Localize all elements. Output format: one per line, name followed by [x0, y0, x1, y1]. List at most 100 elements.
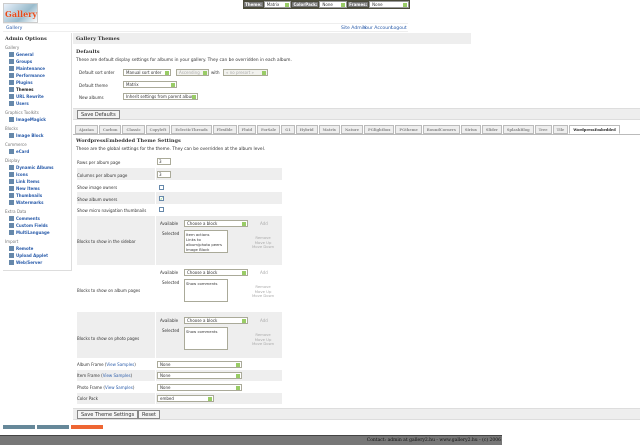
rows-input[interactable]: 3: [157, 158, 171, 165]
move-down-button[interactable]: Move Down: [252, 293, 275, 298]
sidebar-item-thumbnails[interactable]: Thumbnails: [9, 192, 71, 199]
sidebar-item-remote[interactable]: Remote: [9, 245, 71, 252]
move-up-button[interactable]: Move Up: [254, 336, 272, 342]
tab-forsale[interactable]: ForSale: [256, 125, 281, 134]
sidebar-item-new-items[interactable]: New Items: [9, 185, 71, 192]
photo-available-select[interactable]: Choose a block: [184, 317, 248, 324]
tab-slider[interactable]: Slider: [481, 125, 502, 134]
sidebar-item-general[interactable]: General: [9, 51, 71, 58]
sidebar-available-select[interactable]: Choose a block: [184, 220, 248, 227]
sidebar-item-label: URL Rewrite: [16, 94, 44, 99]
remove-button[interactable]: Remove: [255, 284, 271, 289]
sidebar-item-plugins[interactable]: Plugins: [9, 79, 71, 86]
sidebar-item-icon: [9, 200, 14, 205]
tab-copyleft[interactable]: Copyleft: [145, 125, 171, 134]
sidebar-item-groups[interactable]: Groups: [9, 58, 71, 65]
badge[interactable]: [71, 425, 103, 429]
new-albums-select[interactable]: Inherit settings from parent album: [123, 93, 198, 100]
add-button[interactable]: Add: [260, 221, 268, 226]
tab-nature[interactable]: Nature: [340, 125, 364, 134]
move-down-button[interactable]: Move Down: [252, 341, 275, 346]
sidebar-item-dynamic-albums[interactable]: Dynamic Albums: [9, 164, 71, 171]
save-theme-settings-button[interactable]: Save Theme Settings: [77, 410, 139, 419]
view-samples-link[interactable]: View Samples: [106, 362, 135, 367]
remove-button[interactable]: Remove: [255, 235, 271, 240]
tab-carbon[interactable]: Carbon: [98, 125, 122, 134]
columns-input[interactable]: 3: [157, 171, 171, 178]
logout-link[interactable]: Logout: [391, 26, 407, 31]
add-button[interactable]: Add: [260, 270, 268, 275]
tab-classic[interactable]: Classic: [122, 125, 145, 134]
badge[interactable]: [37, 425, 69, 429]
album-selected-list[interactable]: Show comments: [184, 279, 228, 302]
sidebar-item-label: Watermarks: [16, 200, 44, 205]
tab-hybrid[interactable]: Hybrid: [295, 125, 318, 134]
breadcrumb-gallery[interactable]: Gallery: [6, 26, 23, 31]
tab-wordpressembedded[interactable]: WordpressEmbedded: [569, 125, 620, 134]
sidebar-item-web-server[interactable]: Web/Server: [9, 259, 71, 266]
tab-matrix[interactable]: Matrix: [318, 125, 340, 134]
item-frame-select[interactable]: None: [157, 372, 242, 379]
tab-siriux[interactable]: Siriux: [460, 125, 481, 134]
sidebar-item-maintenance[interactable]: Maintenance: [9, 65, 71, 72]
micro-nav-checkbox[interactable]: [159, 207, 164, 212]
tab-g1[interactable]: G1: [281, 125, 295, 134]
add-button[interactable]: Add: [260, 318, 268, 323]
tab-pglightbox[interactable]: PGlightbox: [364, 125, 395, 134]
sidebar-selected-list[interactable]: Item actions Links to album/photo peers …: [184, 230, 228, 253]
tab-tile[interactable]: Tile: [552, 125, 569, 134]
sidebar-item-icon: [9, 73, 14, 78]
album-available-select[interactable]: Choose a block: [184, 269, 248, 276]
default-theme-select[interactable]: Matrix: [123, 81, 177, 88]
view-samples-link[interactable]: View Samples: [102, 373, 131, 378]
sidebar-item-custom-fields[interactable]: Custom Fields: [9, 222, 71, 229]
sidebar-item-comments[interactable]: Comments: [9, 215, 71, 222]
album-frame-select[interactable]: None: [157, 361, 242, 368]
sidebar-item-icons[interactable]: Icons: [9, 171, 71, 178]
your-account-link[interactable]: Your Account: [363, 26, 393, 31]
sidebar-item-imagemagick[interactable]: ImageMagick: [9, 116, 71, 123]
tab-flexible[interactable]: Flexible: [212, 125, 237, 134]
sidebar-group-label: Commerce: [5, 142, 27, 147]
site-admin-link[interactable]: Site Admin: [341, 26, 366, 31]
sidebar-item-multilanguage[interactable]: MultiLanguage: [9, 229, 71, 236]
sidebar-item-ecard[interactable]: eCard: [9, 148, 71, 155]
save-defaults-button[interactable]: Save Defaults: [77, 110, 120, 119]
move-up-button[interactable]: Move Up: [254, 288, 272, 294]
tab-fluid[interactable]: Fluid: [237, 125, 256, 134]
sidebar-item-themes[interactable]: Themes: [9, 86, 71, 93]
sidebar-item-watermarks[interactable]: Watermarks: [9, 199, 71, 206]
move-up-button[interactable]: Move Up: [254, 239, 272, 245]
sort-order-select[interactable]: Manual sort order: [123, 69, 171, 76]
image-owners-checkbox[interactable]: [159, 185, 164, 190]
gallery-logo[interactable]: Gallery: [3, 3, 38, 23]
tab-splashblog[interactable]: SplashBlog: [502, 125, 534, 134]
sidebar-item-upload-applet[interactable]: Upload Applet: [9, 252, 71, 259]
sidebar-item-performance[interactable]: Performance: [9, 72, 71, 79]
photo-frame-select[interactable]: None: [157, 384, 242, 391]
sort-direction-select[interactable]: Ascending: [176, 69, 209, 76]
tab-eclecticthreads[interactable]: EclecticThreads: [171, 125, 212, 134]
tab-ajaxian[interactable]: Ajaxian: [75, 125, 98, 134]
sidebar-item-icon: [9, 186, 14, 191]
presort-select[interactable]: « no presort »: [223, 69, 268, 76]
remove-button[interactable]: Remove: [255, 332, 271, 337]
reset-button[interactable]: Reset: [138, 410, 160, 419]
sidebar-item-users[interactable]: Users: [9, 100, 71, 107]
photo-selected-list[interactable]: Show comments: [184, 327, 228, 350]
tab-tree[interactable]: Tree: [534, 125, 552, 134]
badge[interactable]: [3, 425, 35, 429]
move-down-button[interactable]: Move Down: [252, 244, 275, 249]
view-samples-link[interactable]: View Samples: [105, 385, 133, 390]
sidebar-item-url-rewrite[interactable]: URL Rewrite: [9, 93, 71, 100]
color-pack-select[interactable]: embed: [157, 395, 214, 402]
album-owners-checkbox[interactable]: ✓: [159, 196, 164, 201]
tab-pgtheme[interactable]: PGtheme: [395, 125, 422, 134]
new-albums-label: New albums: [79, 95, 104, 100]
sidebar-item-image-block[interactable]: Image Block: [9, 132, 71, 139]
sidebar-item-link-items[interactable]: Link Items: [9, 178, 71, 185]
colorpack-select[interactable]: None: [319, 1, 348, 8]
frames-select[interactable]: None: [369, 1, 409, 8]
tab-roundcorners[interactable]: RoundCorners: [422, 125, 460, 134]
theme-select[interactable]: Matrix: [263, 1, 292, 8]
